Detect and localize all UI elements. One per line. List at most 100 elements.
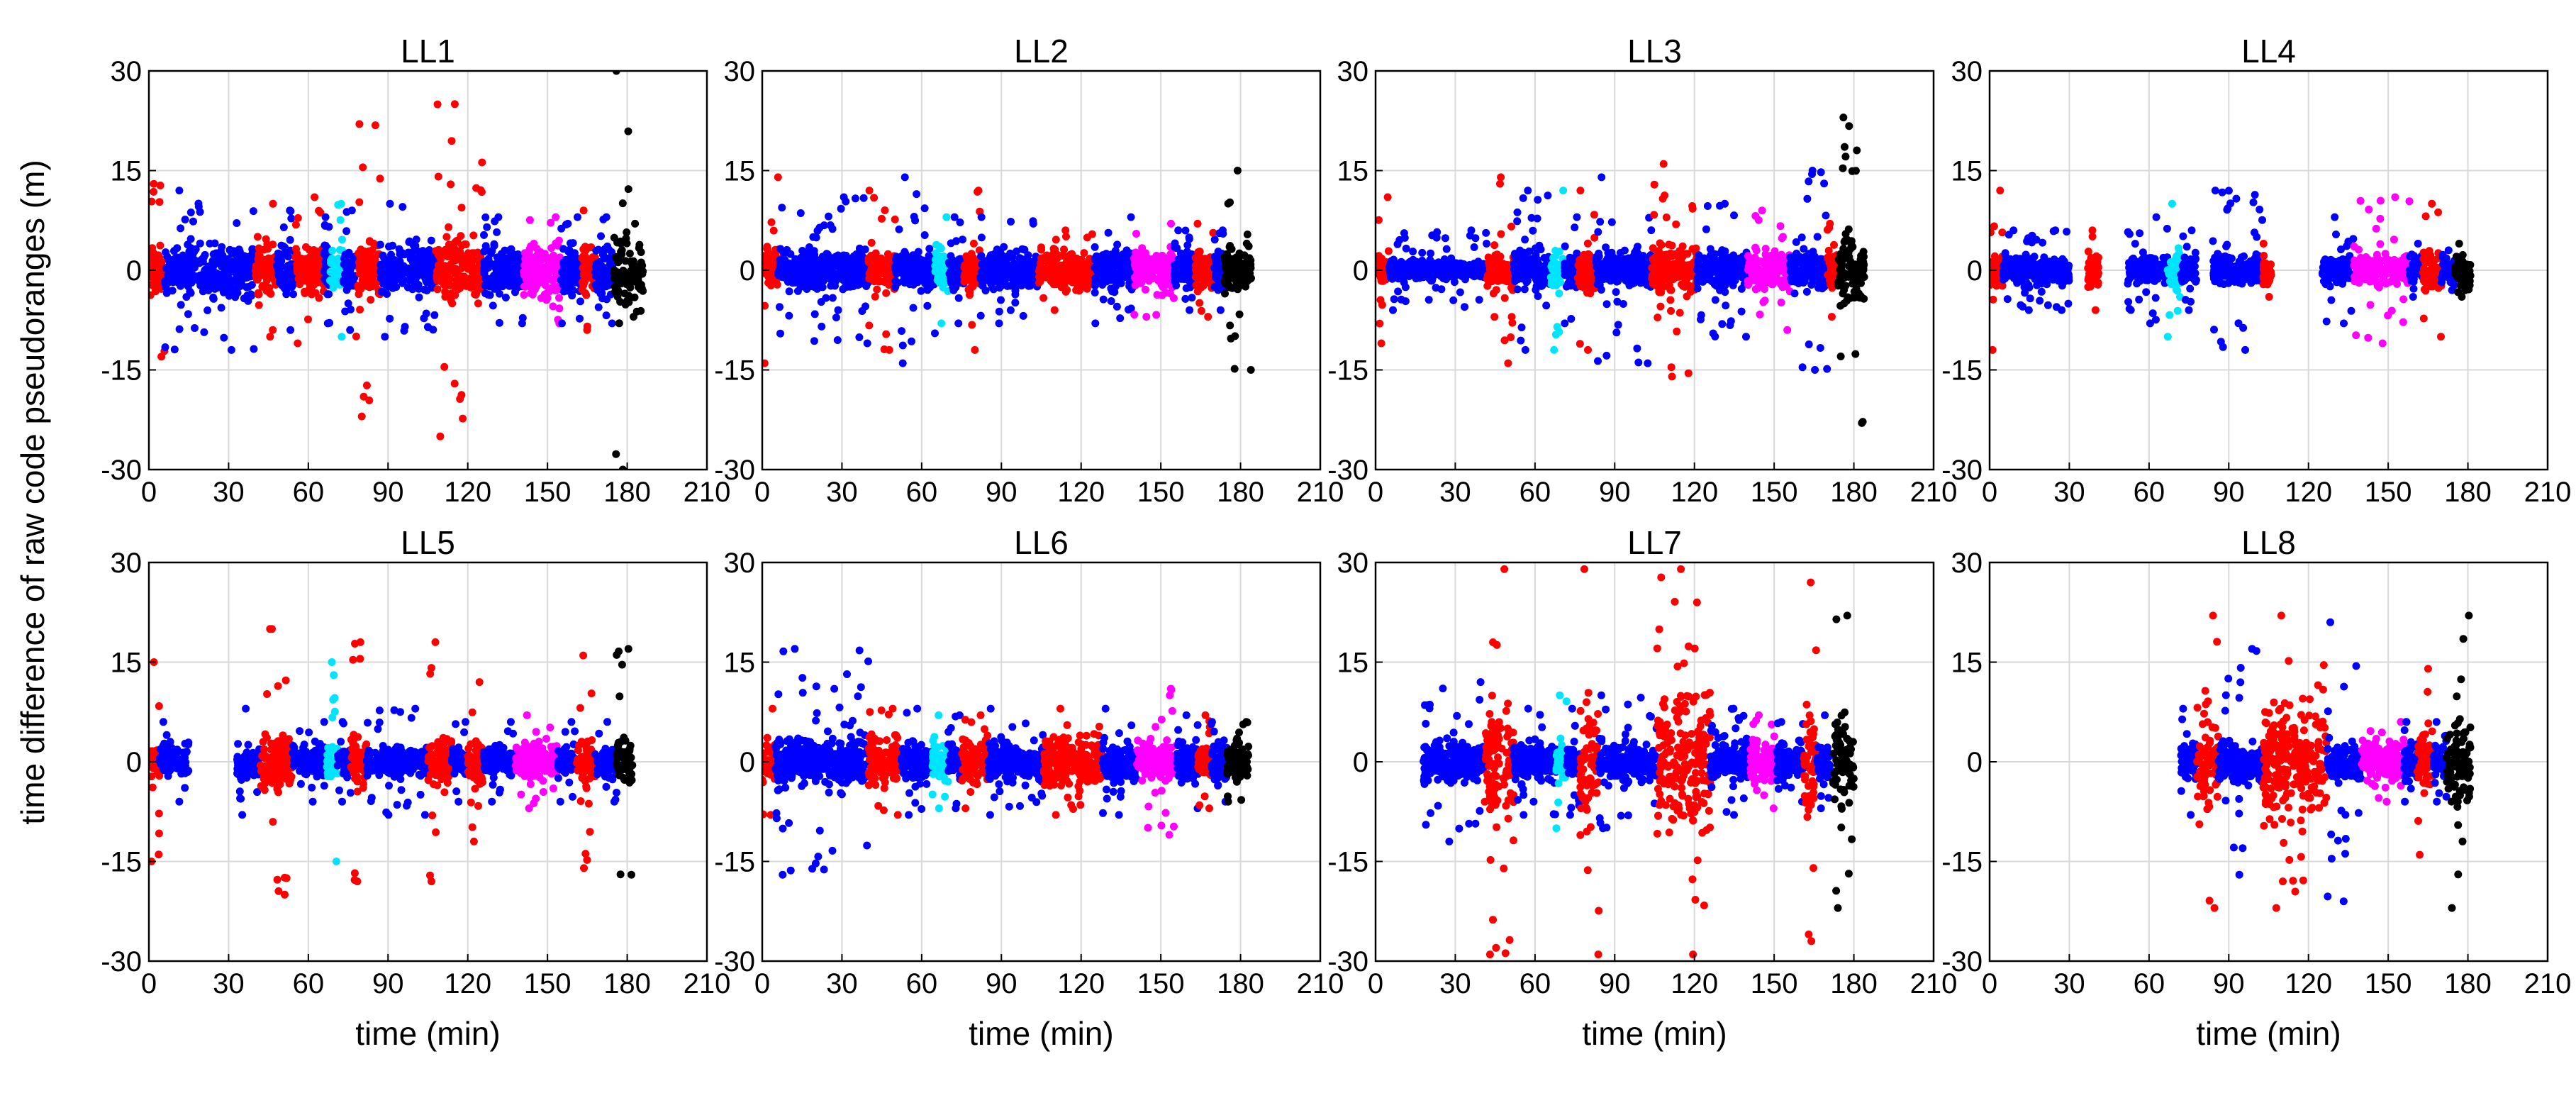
- data-point: [1433, 270, 1442, 278]
- data-point: [596, 257, 604, 266]
- data-point: [288, 283, 296, 292]
- data-points: [149, 71, 647, 470]
- data-point: [263, 272, 272, 280]
- data-point: [1185, 269, 1193, 277]
- data-point: [1186, 306, 1194, 314]
- data-point: [249, 207, 257, 216]
- data-point: [327, 256, 335, 265]
- data-point: [1536, 265, 1544, 273]
- data-point: [885, 281, 893, 289]
- data-point: [507, 248, 515, 256]
- data-point: [227, 345, 235, 354]
- data-point: [1180, 265, 1188, 273]
- data-point: [323, 319, 332, 328]
- data-point: [1039, 294, 1048, 302]
- data-point: [934, 269, 942, 277]
- data-point: [1475, 264, 1483, 272]
- data-point: [1592, 258, 1600, 267]
- data-point: [182, 293, 191, 301]
- segment-blue: [1385, 226, 1491, 314]
- data-point: [1500, 294, 1509, 302]
- data-point: [294, 339, 302, 348]
- data-point: [177, 224, 185, 233]
- data-point: [1166, 289, 1174, 298]
- data-point: [1027, 269, 1035, 277]
- data-point: [530, 261, 538, 270]
- data-point: [413, 247, 422, 255]
- data-point: [617, 268, 625, 277]
- data-point: [1062, 277, 1071, 285]
- data-point: [311, 289, 320, 297]
- data-point: [1514, 275, 1522, 283]
- data-point: [480, 248, 489, 256]
- data-point: [250, 345, 258, 353]
- data-point: [481, 213, 490, 221]
- data-point: [1586, 289, 1595, 298]
- data-point: [1232, 260, 1241, 269]
- data-point: [885, 345, 893, 354]
- data-point: [1495, 277, 1503, 285]
- panel-title: LL2: [1014, 33, 1069, 70]
- data-point: [830, 272, 839, 280]
- data-point: [861, 245, 869, 254]
- data-point: [1513, 217, 1522, 226]
- data-point: [411, 277, 420, 286]
- data-point: [1060, 245, 1068, 254]
- data-point: [1188, 294, 1196, 302]
- data-point: [347, 305, 355, 314]
- data-point: [396, 272, 405, 279]
- data-point: [445, 264, 454, 272]
- data-point: [1011, 299, 1020, 307]
- data-point: [484, 290, 492, 299]
- data-point: [971, 345, 979, 354]
- segment-blue: [976, 213, 1042, 328]
- data-point: [851, 194, 859, 203]
- data-point: [939, 253, 948, 260]
- data-point: [218, 277, 226, 284]
- data-point: [1582, 255, 1590, 263]
- data-point: [881, 206, 889, 214]
- data-point: [472, 291, 480, 299]
- data-point: [762, 359, 769, 367]
- data-point: [469, 231, 478, 240]
- data-point: [211, 239, 219, 248]
- data-point: [365, 396, 374, 404]
- data-point: [1583, 266, 1591, 274]
- data-point: [1006, 306, 1015, 314]
- data-point: [813, 284, 821, 293]
- data-point: [997, 296, 1005, 304]
- data-point: [335, 245, 344, 254]
- data-point: [1401, 297, 1410, 306]
- y-tick-label: 15: [724, 156, 756, 187]
- data-point: [423, 277, 431, 286]
- data-point: [837, 254, 846, 262]
- data-point: [445, 240, 453, 249]
- data-point: [909, 304, 918, 312]
- data-point: [204, 278, 213, 287]
- data-point: [1550, 272, 1559, 280]
- data-point: [507, 257, 515, 265]
- data-point: [1418, 260, 1427, 268]
- data-point: [942, 213, 951, 221]
- data-point: [321, 241, 330, 250]
- data-point: [796, 209, 805, 217]
- data-point: [1496, 179, 1504, 188]
- data-point: [417, 261, 425, 270]
- x-tick-label: 90: [372, 477, 404, 508]
- data-point: [191, 245, 200, 253]
- y-tick-label: -15: [714, 355, 755, 387]
- data-point: [294, 274, 303, 283]
- data-point: [501, 294, 510, 301]
- segment-blue: [1170, 226, 1200, 314]
- data-point: [825, 212, 832, 221]
- data-point: [993, 277, 1001, 286]
- data-point: [1412, 274, 1420, 283]
- data-point: [204, 286, 213, 294]
- data-point: [264, 283, 272, 292]
- data-point: [415, 293, 423, 301]
- data-point: [442, 233, 451, 241]
- data-point: [594, 303, 603, 311]
- data-point: [1210, 235, 1219, 244]
- data-point: [1521, 345, 1529, 354]
